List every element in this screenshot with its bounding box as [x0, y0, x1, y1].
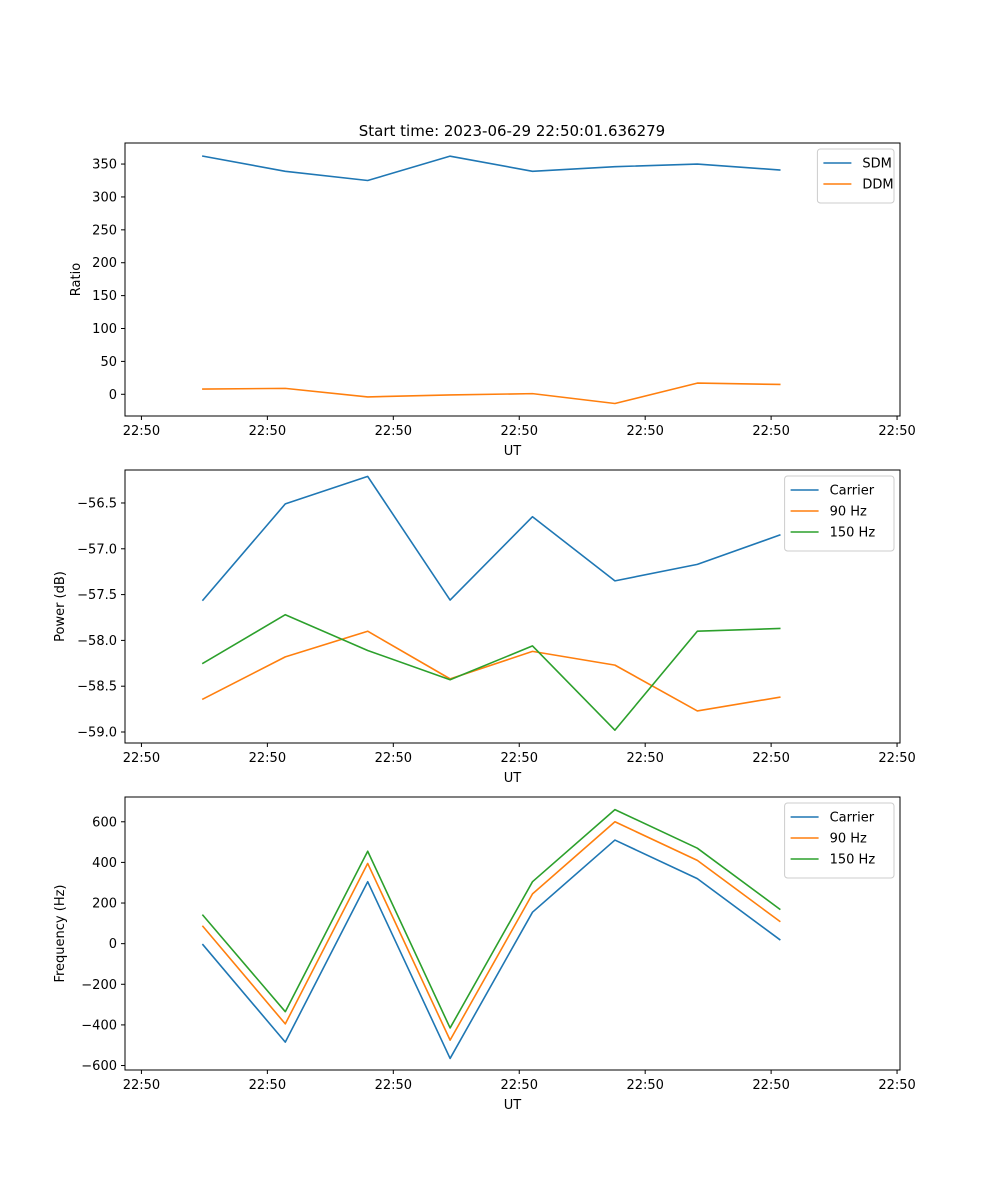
- y-axis-label: Power (dB): [53, 571, 68, 642]
- y-tick-label: 0: [109, 937, 117, 952]
- chart-panel-1: 0 50 100 150 200 250 300 350 22:50 22:50 22:50 22:5…: [69, 142, 916, 459]
- x-axis-label: UT: [504, 1098, 522, 1113]
- axes-frame: [124, 142, 901, 417]
- legend: SDM DDM: [816, 148, 895, 204]
- y-axis-label: Frequency (Hz): [53, 884, 68, 982]
- y-tick-label: 100: [92, 322, 117, 337]
- x-tick-label: 22:50: [123, 751, 160, 766]
- x-tick-label: 22:50: [752, 424, 789, 439]
- y-tick-label: −56.5: [77, 496, 117, 511]
- x-tick-label: 22:50: [249, 424, 286, 439]
- legend-label: 150 Hz: [830, 853, 876, 868]
- x-tick-label: 22:50: [626, 424, 663, 439]
- series-line: [201, 475, 781, 602]
- x-tick-label: 22:50: [249, 1078, 286, 1093]
- series-line: [202, 382, 781, 405]
- y-tick-label: 150: [92, 289, 117, 304]
- legend-label: DDM: [862, 178, 893, 193]
- y-tick-label: −58.0: [77, 634, 117, 649]
- x-axis-label: UT: [504, 771, 522, 786]
- x-tick-label: 22:50: [123, 1078, 160, 1093]
- x-tick-label: 22:50: [878, 424, 915, 439]
- x-tick-label: 22:50: [501, 1078, 538, 1093]
- y-tick-label: −400: [81, 1018, 117, 1033]
- y-tick-label: 250: [92, 223, 117, 238]
- series-line: [201, 808, 781, 1029]
- y-tick-label: −59.0: [77, 726, 117, 741]
- series-line: [201, 613, 781, 731]
- legend: Carrier 90 Hz 150 Hz: [784, 475, 895, 552]
- x-tick-label: 22:50: [375, 751, 412, 766]
- x-axis-label: UT: [504, 444, 522, 459]
- x-tick-label: 22:50: [375, 1078, 412, 1093]
- chart-panel-2: −59.0 −58.5 −58.0 −57.5 −57.0 −56.5 22:50 22:50…: [53, 469, 916, 786]
- legend-label: 90 Hz: [830, 832, 867, 847]
- legend: Carrier 90 Hz 150 Hz: [784, 802, 895, 879]
- legend-label: Carrier: [830, 484, 875, 499]
- x-tick-label: 22:50: [878, 1078, 915, 1093]
- series-line: [201, 155, 781, 182]
- y-tick-label: 300: [92, 190, 117, 205]
- series-line: [201, 839, 781, 1060]
- y-tick-label: 350: [92, 158, 117, 173]
- y-tick-label: 0: [109, 388, 117, 403]
- y-tick-label: −57.5: [77, 588, 117, 603]
- x-tick-label: 22:50: [249, 751, 286, 766]
- x-tick-label: 22:50: [375, 424, 412, 439]
- y-tick-label: 200: [92, 256, 117, 271]
- legend-label: 90 Hz: [830, 505, 867, 520]
- x-tick-label: 22:50: [626, 1078, 663, 1093]
- y-tick-label: 400: [92, 856, 117, 871]
- y-tick-label: −58.5: [77, 680, 117, 695]
- x-tick-label: 22:50: [878, 751, 915, 766]
- y-tick-label: 600: [92, 815, 117, 830]
- x-tick-label: 22:50: [752, 1078, 789, 1093]
- x-tick-label: 22:50: [501, 424, 538, 439]
- panels: 0 50 100 150 200 250 300 350 22:50 22:50 22:50 22:5…: [53, 142, 916, 1113]
- y-axis-label: Ratio: [69, 263, 84, 296]
- y-tick-label: −57.0: [77, 542, 117, 557]
- series-line: [201, 820, 781, 1041]
- y-tick-label: 50: [100, 355, 117, 370]
- chart-panel-3: −600 −400 −200 0 200 400 600 22:50 22:50 22:50 22:…: [53, 796, 916, 1113]
- x-tick-label: 22:50: [123, 424, 160, 439]
- axes-frame: [124, 469, 901, 744]
- y-tick-label: −600: [81, 1059, 117, 1074]
- legend-label: SDM: [862, 157, 891, 172]
- series-line: [201, 630, 781, 712]
- x-tick-label: 22:50: [501, 751, 538, 766]
- y-tick-label: 200: [92, 897, 117, 912]
- x-tick-label: 22:50: [752, 751, 789, 766]
- x-tick-label: 22:50: [626, 751, 663, 766]
- axes-frame: [124, 796, 901, 1071]
- legend-label: 150 Hz: [830, 526, 876, 541]
- figure-title: Start time: 2023-06-29 22:50:01.636279: [359, 122, 665, 140]
- y-tick-label: −200: [81, 978, 117, 993]
- legend-label: Carrier: [830, 811, 875, 826]
